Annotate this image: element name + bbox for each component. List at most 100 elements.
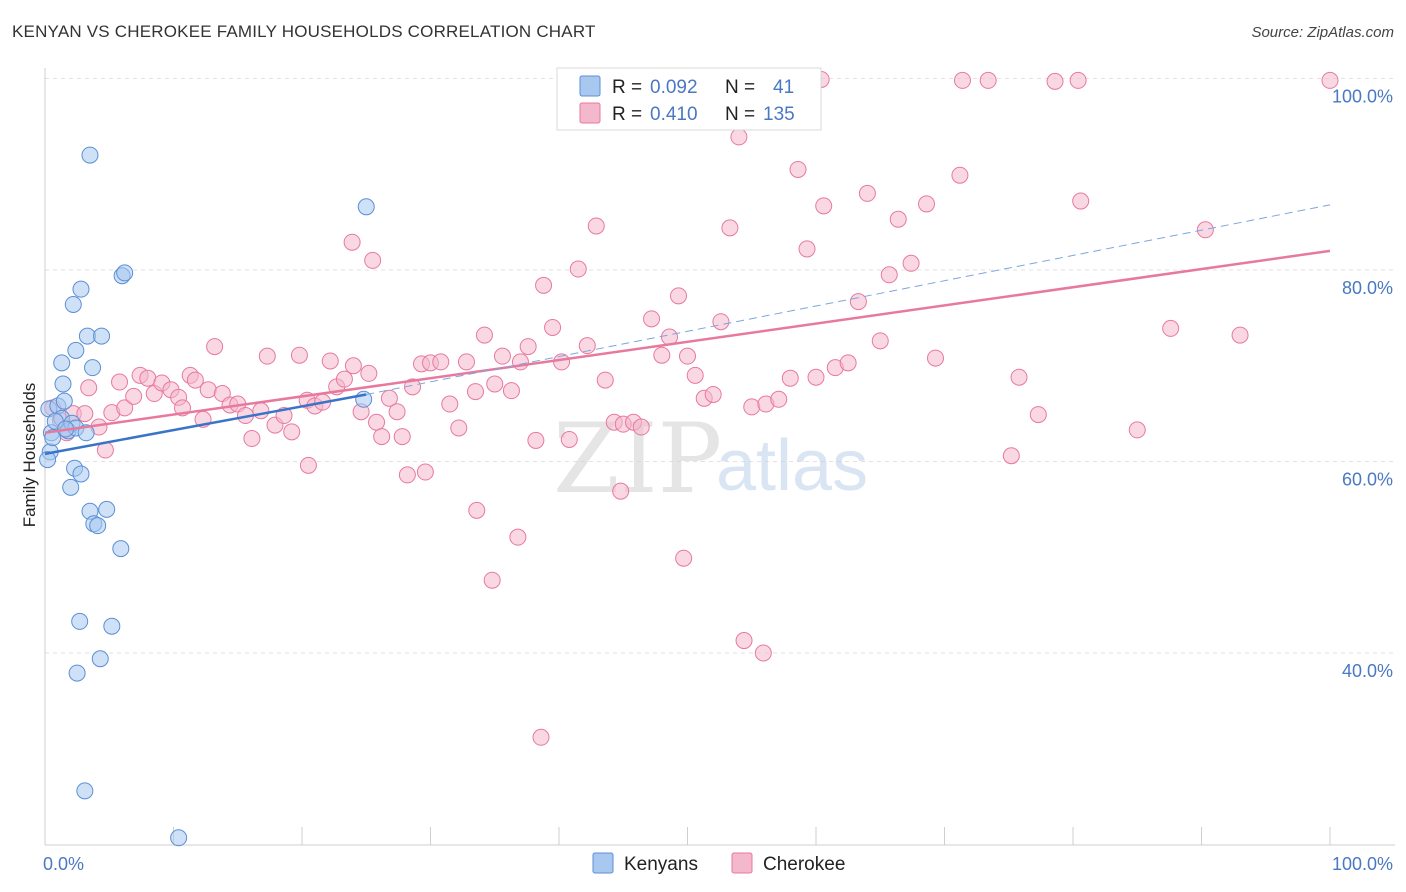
cherokee-point (252, 402, 270, 420)
cherokee-point (1196, 221, 1214, 239)
cherokee-point (1069, 71, 1087, 89)
cherokee-point (815, 197, 833, 215)
kenyans-point (112, 540, 130, 558)
cherokee-point (493, 347, 511, 365)
cherokee-point (393, 428, 411, 446)
cherokee-point (569, 260, 587, 278)
cherokee-point (125, 387, 143, 405)
kenyans-point (62, 478, 80, 496)
legend-frame (556, 67, 822, 131)
cherokee-point (880, 266, 898, 284)
kenyans-point (55, 392, 73, 410)
cherokee-point (243, 430, 261, 448)
cherokee-point (111, 373, 129, 391)
cherokee-point (509, 528, 527, 546)
cherokee-point (532, 728, 550, 746)
y-tick-label: 60.0% (1342, 470, 1393, 490)
cherokee-legend-label: Cherokee (763, 854, 845, 875)
cherokee-point (730, 128, 748, 146)
kenyans-n-value: 41 (773, 77, 794, 98)
cherokee-point (798, 240, 816, 258)
cherokee-point (587, 217, 605, 235)
cherokee-bottom-swatch (731, 852, 753, 874)
cherokee-point (76, 405, 94, 423)
kenyans-point (103, 617, 121, 635)
cherokee-point (343, 233, 361, 251)
cherokee-point (754, 644, 772, 662)
cherokee-point (871, 332, 889, 350)
cherokee-point (258, 347, 276, 365)
watermark-atlas: atlas (716, 426, 868, 506)
cherokee-point (858, 184, 876, 202)
cherokee-point (290, 346, 308, 364)
cherokee-point (560, 430, 578, 448)
kenyans-legend-label: Kenyans (624, 854, 698, 875)
cherokee-point (457, 353, 475, 371)
cherokee-point (335, 370, 353, 388)
cherokee-legend-swatch (579, 102, 601, 124)
cherokee-point (679, 347, 696, 365)
y-tick-labels: 40.0% 60.0% 80.0% 100.0% (1332, 87, 1393, 682)
cherokee-point (953, 71, 971, 89)
cherokee-point (206, 338, 224, 356)
cherokee-point (364, 251, 382, 269)
kenyans-legend-swatch (579, 75, 601, 97)
kenyans-point (89, 517, 107, 535)
kenyans-point (39, 451, 57, 469)
cherokee-point (432, 353, 450, 371)
cherokee-point (578, 337, 596, 355)
kenyans-points (39, 146, 375, 847)
kenyans-point (72, 465, 90, 483)
kenyans-r-value: 0.092 (650, 77, 698, 98)
kenyans-point (71, 612, 89, 630)
cherokee-point (299, 456, 317, 474)
cherokee-point (849, 293, 867, 311)
cherokee-point (388, 403, 406, 421)
cherokee-point (199, 381, 217, 399)
cherokee-point (511, 353, 529, 371)
cherokee-point (321, 352, 339, 370)
cherokee-point (1162, 319, 1180, 337)
cherokee-point (979, 71, 997, 89)
kenyans-point (54, 375, 72, 393)
cherokee-point (721, 219, 739, 237)
cherokee-point (1128, 421, 1146, 439)
cherokee-point (770, 390, 788, 408)
trend-lines (44, 204, 1331, 456)
cherokee-point (918, 195, 936, 213)
cherokee-point (544, 318, 562, 336)
cherokee-n-value: 135 (763, 104, 795, 125)
cherokee-point (927, 349, 945, 367)
cherokee-point (951, 166, 969, 184)
kenyans-point (116, 264, 134, 282)
source-label: Source: ZipAtlas.com (1251, 24, 1394, 41)
cherokee-n-label: N = (725, 104, 755, 125)
kenyans-bottom-swatch (592, 852, 614, 874)
cherokee-point (1321, 71, 1339, 89)
kenyans-point (76, 782, 94, 800)
cherokee-r-label: R = (612, 104, 642, 125)
cherokee-point (344, 357, 362, 375)
y-tick-label: 80.0% (1342, 278, 1393, 298)
cherokee-point (1010, 368, 1028, 386)
cherokee-point (502, 382, 520, 400)
cherokee-point (735, 632, 753, 650)
cherokee-point (486, 375, 504, 393)
kenyans-point (67, 341, 85, 359)
cherokee-point (380, 389, 398, 407)
kenyans-point (170, 829, 188, 847)
cherokee-point (519, 338, 537, 356)
y-tick-label: 40.0% (1342, 661, 1393, 681)
cherokee-point (527, 431, 545, 449)
cherokee-point (1029, 406, 1047, 424)
cherokee-point (475, 326, 493, 344)
kenyans-point (72, 280, 90, 298)
y-tick-label: 100.0% (1332, 87, 1393, 107)
kenyans-point (44, 429, 62, 447)
x-tick-label: 100.0% (1332, 854, 1393, 874)
kenyans-point (64, 295, 82, 313)
cherokee-point (653, 346, 671, 364)
cherokee-point (283, 423, 301, 441)
grid-lines (45, 78, 1395, 654)
kenyans-point (78, 327, 96, 345)
